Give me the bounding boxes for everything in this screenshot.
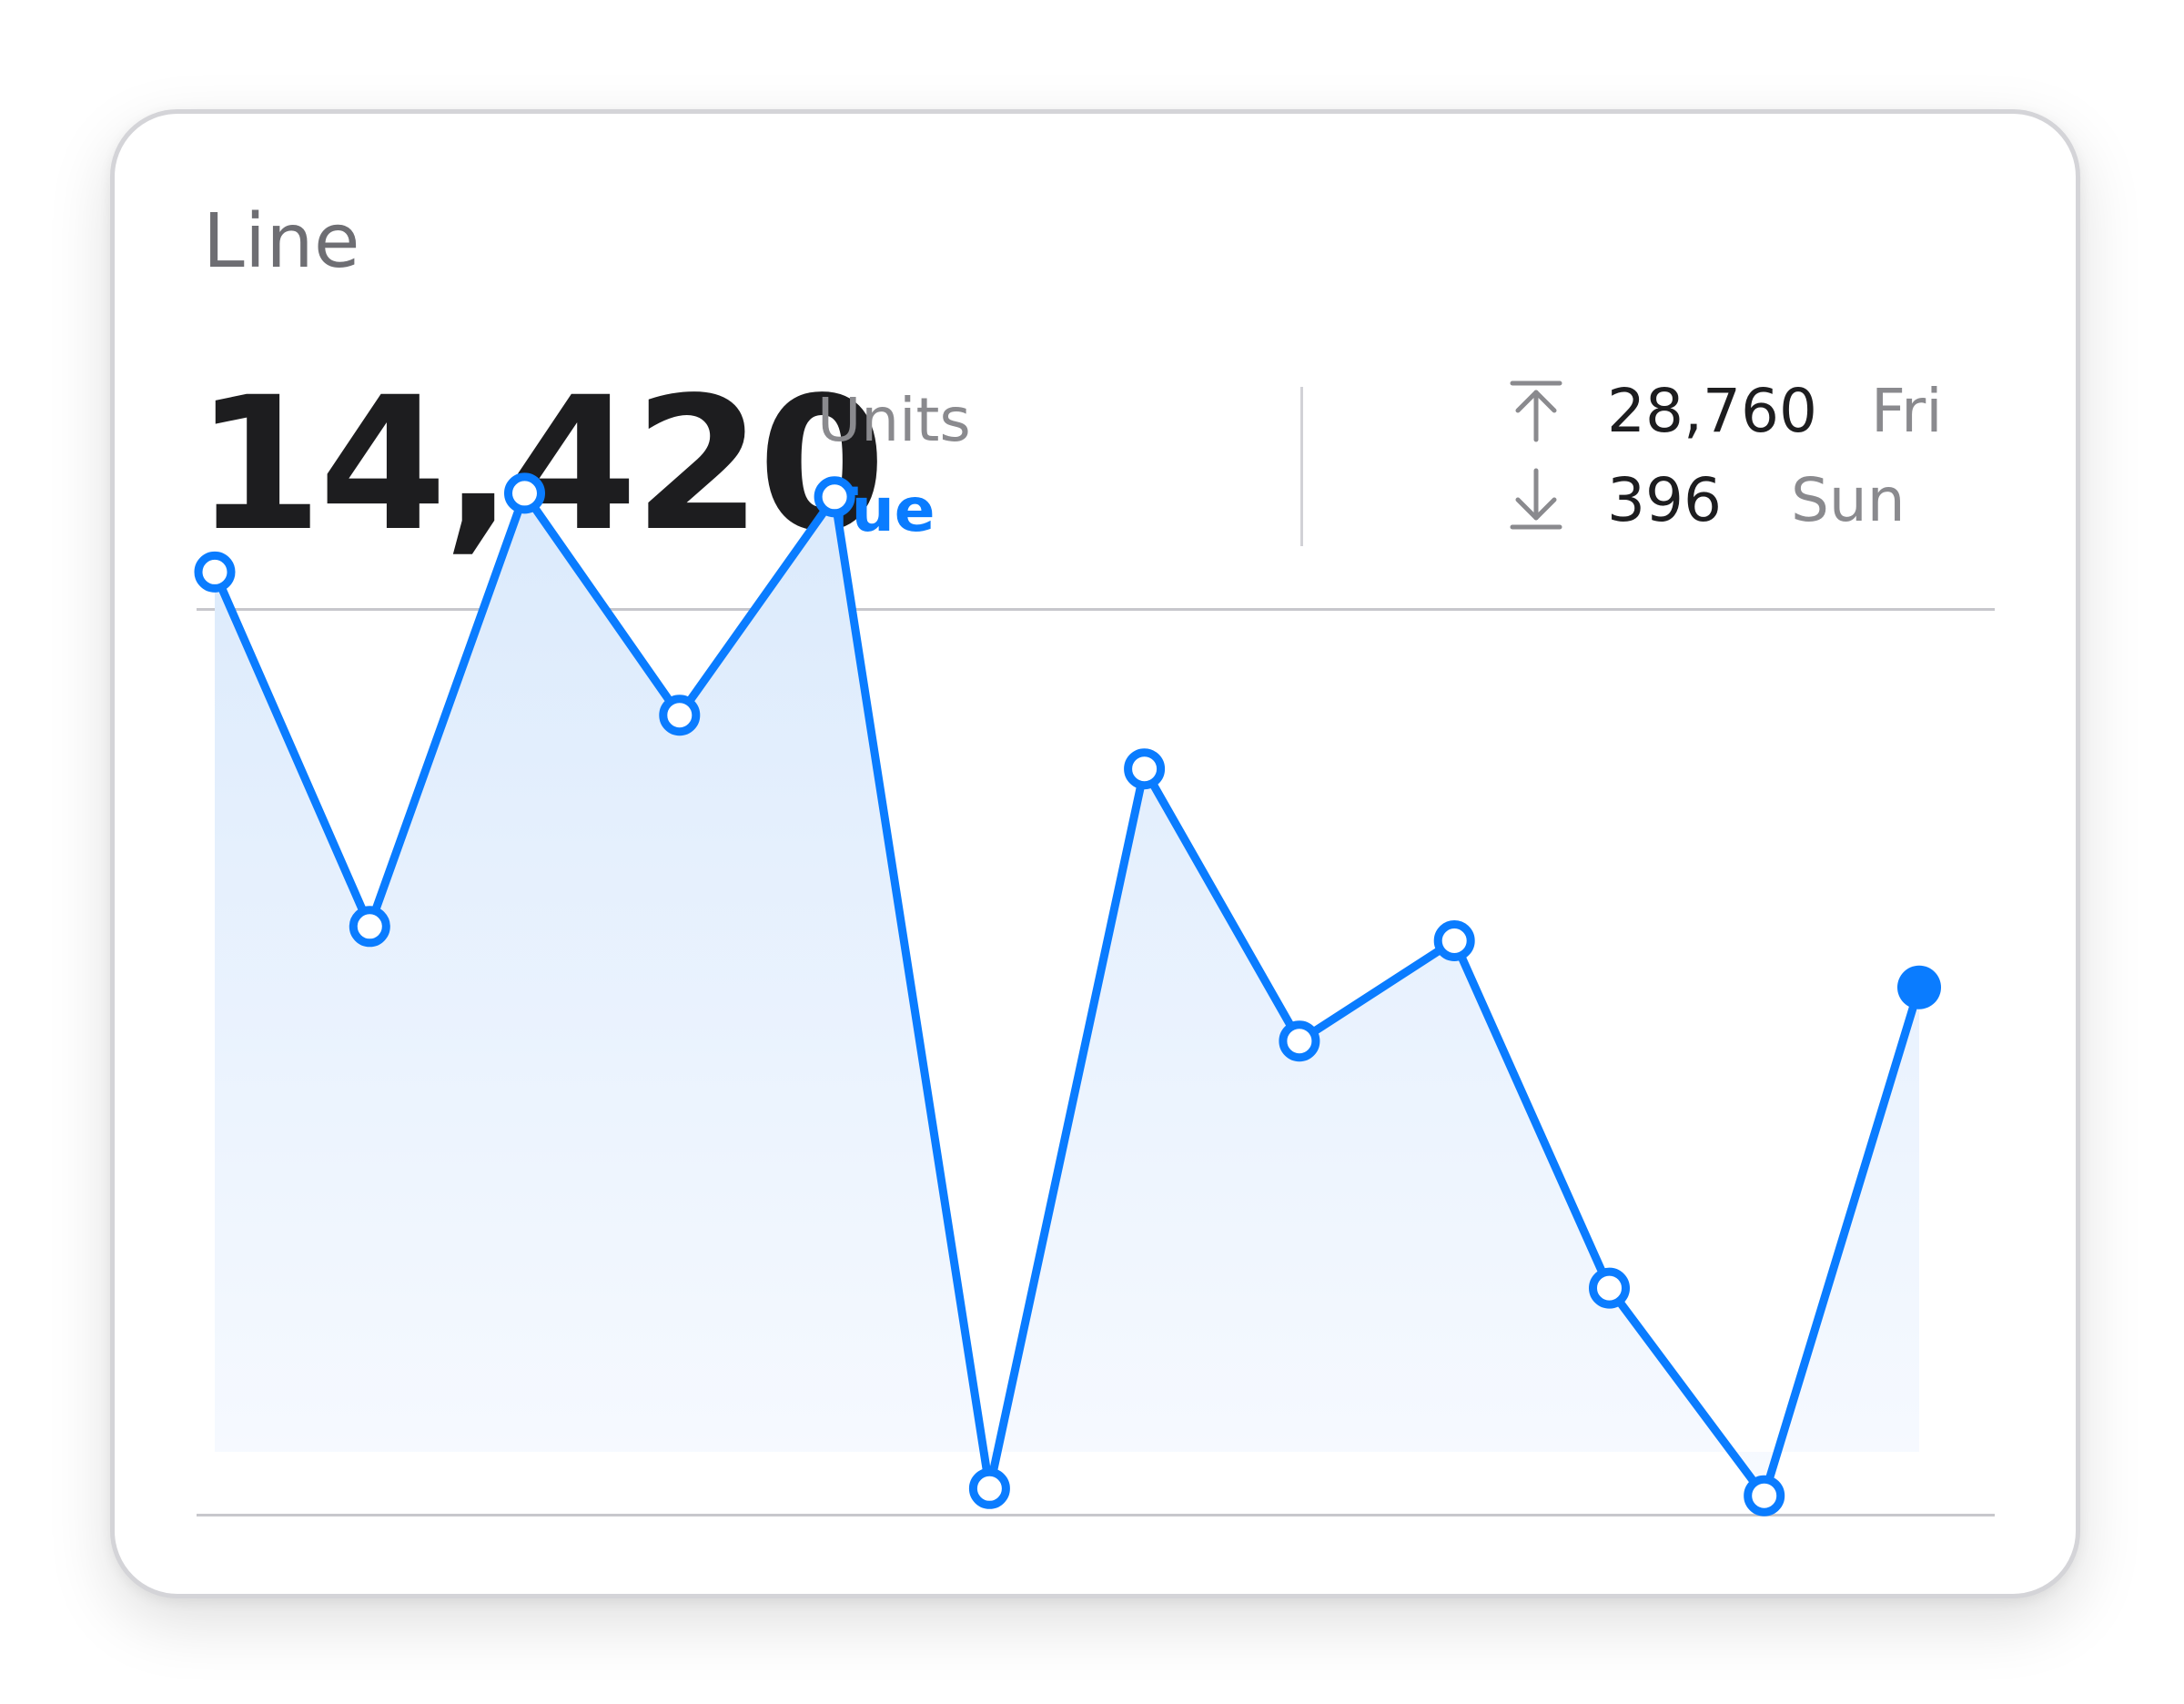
chart-baseline [197, 1514, 1995, 1516]
vertical-divider [1300, 387, 1303, 546]
data-point [1279, 1020, 1320, 1062]
data-point [194, 551, 236, 593]
min-day: Sun [1791, 465, 1906, 535]
arrow-down-to-line-icon [1510, 468, 1562, 530]
data-point [1744, 1475, 1785, 1516]
data-point [1433, 920, 1475, 961]
max-day: Fri [1871, 376, 1943, 446]
unit-label: Units [817, 385, 971, 455]
arrow-up-to-line-icon [1510, 380, 1562, 442]
line-chart [194, 472, 1941, 1516]
series-area [215, 492, 1919, 1496]
max-value: 28,760 [1607, 376, 1817, 446]
line-chart-card: Line 14,420 Units Tue 28,760 Fri 396 Sun [110, 109, 2080, 1598]
data-point [968, 1467, 1010, 1509]
data-point [1124, 748, 1166, 790]
data-point [349, 906, 390, 948]
data-points [194, 472, 1941, 1516]
card-title: Line [203, 198, 360, 285]
data-point [1589, 1267, 1630, 1309]
data-point [659, 695, 701, 736]
series-line [210, 489, 1924, 1500]
min-value: 396 [1607, 465, 1722, 535]
data-point-selected [1897, 965, 1941, 1009]
chart-top-divider [197, 608, 1995, 611]
data-point [814, 476, 855, 518]
data-point [504, 472, 545, 514]
